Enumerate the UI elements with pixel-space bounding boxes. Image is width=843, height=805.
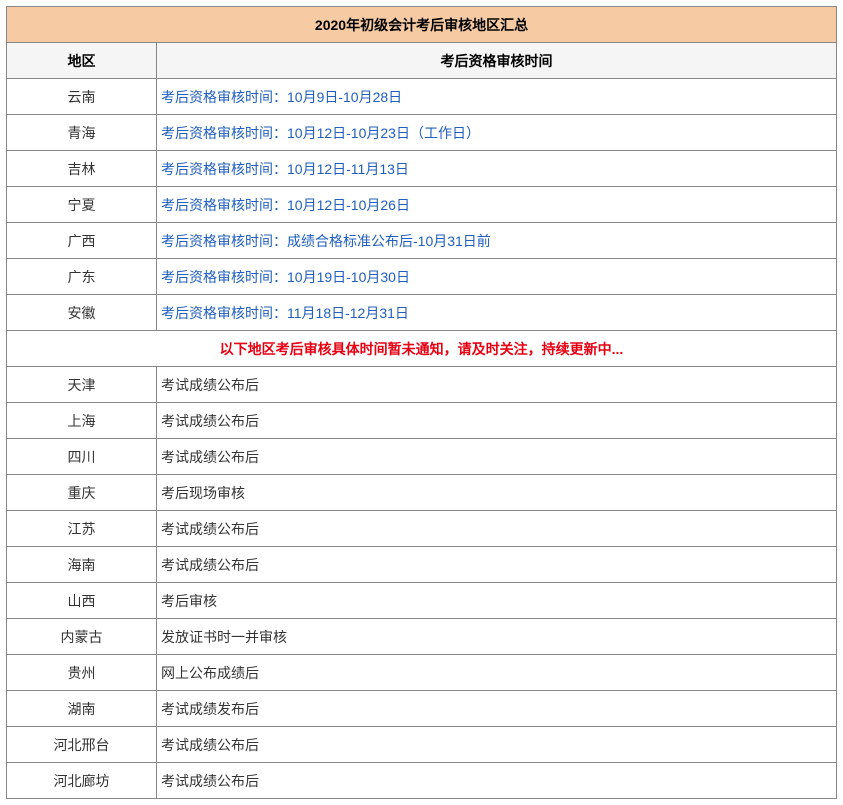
header-row: 地区 考后资格审核时间 [7, 43, 837, 79]
region-cell: 广西 [7, 223, 157, 259]
table-row: 山西考后审核 [7, 583, 837, 619]
region-cell: 河北廊坊 [7, 763, 157, 799]
table-row: 上海考试成绩公布后 [7, 403, 837, 439]
time-link-cell[interactable]: 考后资格审核时间：11月18日-12月31日 [157, 295, 837, 331]
time-cell: 考试成绩公布后 [157, 439, 837, 475]
table-row: 宁夏考后资格审核时间：10月12日-10月26日 [7, 187, 837, 223]
time-cell: 考试成绩公布后 [157, 403, 837, 439]
table-row: 广东考后资格审核时间：10月19日-10月30日 [7, 259, 837, 295]
time-link-cell[interactable]: 考后资格审核时间：10月19日-10月30日 [157, 259, 837, 295]
table-row: 重庆考后现场审核 [7, 475, 837, 511]
time-cell: 考试成绩公布后 [157, 511, 837, 547]
time-cell: 考试成绩发布后 [157, 691, 837, 727]
table-row: 云南考后资格审核时间：10月9日-10月28日 [7, 79, 837, 115]
time-link-cell[interactable]: 考后资格审核时间：10月12日-10月23日（工作日） [157, 115, 837, 151]
time-cell: 考试成绩公布后 [157, 367, 837, 403]
time-cell: 考试成绩公布后 [157, 763, 837, 799]
time-cell: 考试成绩公布后 [157, 547, 837, 583]
region-cell: 江苏 [7, 511, 157, 547]
time-cell: 网上公布成绩后 [157, 655, 837, 691]
table-row: 吉林考后资格审核时间：10月12日-11月13日 [7, 151, 837, 187]
region-cell: 云南 [7, 79, 157, 115]
region-cell: 重庆 [7, 475, 157, 511]
region-cell: 天津 [7, 367, 157, 403]
table-title: 2020年初级会计考后审核地区汇总 [7, 7, 837, 43]
table-row: 青海考后资格审核时间：10月12日-10月23日（工作日） [7, 115, 837, 151]
table-row: 四川考试成绩公布后 [7, 439, 837, 475]
audit-table: 2020年初级会计考后审核地区汇总 地区 考后资格审核时间 云南考后资格审核时间… [6, 6, 837, 799]
table-row: 安徽考后资格审核时间：11月18日-12月31日 [7, 295, 837, 331]
header-region: 地区 [7, 43, 157, 79]
region-cell: 广东 [7, 259, 157, 295]
region-cell: 宁夏 [7, 187, 157, 223]
region-cell: 安徽 [7, 295, 157, 331]
region-cell: 吉林 [7, 151, 157, 187]
time-cell: 发放证书时一并审核 [157, 619, 837, 655]
time-link-cell[interactable]: 考后资格审核时间：成绩合格标准公布后-10月31日前 [157, 223, 837, 259]
time-link-cell[interactable]: 考后资格审核时间：10月12日-11月13日 [157, 151, 837, 187]
time-link-cell[interactable]: 考后资格审核时间：10月12日-10月26日 [157, 187, 837, 223]
region-cell: 贵州 [7, 655, 157, 691]
table-row: 江苏考试成绩公布后 [7, 511, 837, 547]
table-row: 贵州网上公布成绩后 [7, 655, 837, 691]
table-row: 内蒙古发放证书时一并审核 [7, 619, 837, 655]
notice-text: 以下地区考后审核具体时间暂未通知，请及时关注，持续更新中... [7, 331, 837, 367]
time-cell: 考后现场审核 [157, 475, 837, 511]
header-time: 考后资格审核时间 [157, 43, 837, 79]
table-row: 海南考试成绩公布后 [7, 547, 837, 583]
table-row: 广西考后资格审核时间：成绩合格标准公布后-10月31日前 [7, 223, 837, 259]
table-row: 河北邢台考试成绩公布后 [7, 727, 837, 763]
region-cell: 青海 [7, 115, 157, 151]
region-cell: 河北邢台 [7, 727, 157, 763]
region-cell: 四川 [7, 439, 157, 475]
time-cell: 考后审核 [157, 583, 837, 619]
table-row: 天津考试成绩公布后 [7, 367, 837, 403]
notice-row: 以下地区考后审核具体时间暂未通知，请及时关注，持续更新中... [7, 331, 837, 367]
region-cell: 湖南 [7, 691, 157, 727]
table-body: 2020年初级会计考后审核地区汇总 地区 考后资格审核时间 云南考后资格审核时间… [7, 7, 837, 799]
region-cell: 海南 [7, 547, 157, 583]
table-row: 湖南考试成绩发布后 [7, 691, 837, 727]
time-link-cell[interactable]: 考后资格审核时间：10月9日-10月28日 [157, 79, 837, 115]
region-cell: 上海 [7, 403, 157, 439]
table-container: 2020年初级会计考后审核地区汇总 地区 考后资格审核时间 云南考后资格审核时间… [6, 6, 837, 799]
region-cell: 内蒙古 [7, 619, 157, 655]
title-row: 2020年初级会计考后审核地区汇总 [7, 7, 837, 43]
time-cell: 考试成绩公布后 [157, 727, 837, 763]
region-cell: 山西 [7, 583, 157, 619]
table-row: 河北廊坊考试成绩公布后 [7, 763, 837, 799]
